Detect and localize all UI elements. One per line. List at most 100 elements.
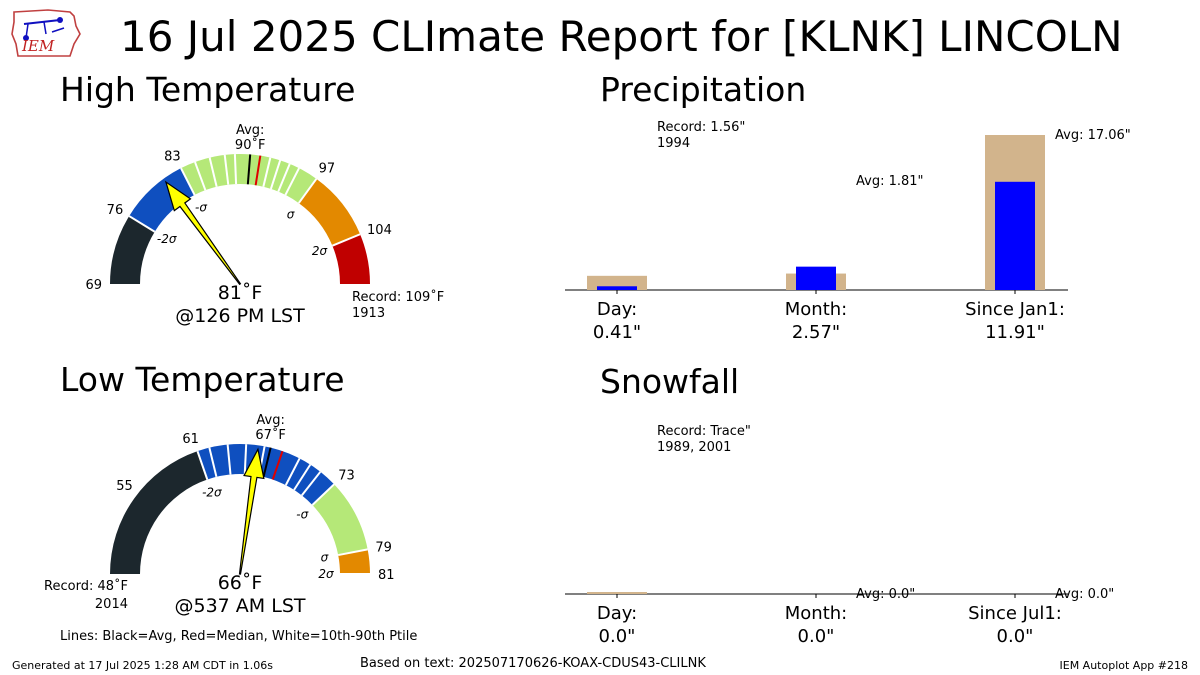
value-bar	[796, 266, 836, 290]
avg-label: Avg:	[236, 123, 264, 138]
avg-value: 90˚F	[235, 137, 266, 153]
median-line	[254, 155, 262, 186]
category-label: Month:	[785, 299, 847, 320]
page-title: 16 Jul 2025 CLImate Report for [KLNK] LI…	[120, 12, 1123, 61]
annotation-record-year: 1994	[657, 136, 690, 151]
gauge-time: @537 AM LST	[175, 595, 306, 617]
gauge-tick-label: 97	[319, 162, 336, 177]
bar-panel-title: Precipitation	[600, 70, 806, 109]
median-line	[271, 450, 284, 480]
gauge-title: High Temperature	[60, 70, 355, 109]
gauge-value: 81˚F	[218, 282, 263, 304]
percentile-line	[269, 160, 282, 190]
annotation-avg-season: Avg: 0.0"	[1055, 587, 1114, 602]
record-year: 1913	[352, 306, 385, 321]
annotation-record: Record: 1.56"	[657, 120, 745, 135]
gauge-tick-label: 73	[338, 469, 355, 484]
value-bar	[995, 181, 1035, 290]
reference-bar	[587, 592, 647, 594]
gauge-tick-label: 81	[378, 568, 395, 583]
category-value: 11.91"	[985, 322, 1045, 343]
annotation-record-year: 1989, 2001	[657, 440, 731, 455]
sigma-label: σ	[287, 207, 295, 221]
generated-note: Generated at 17 Jul 2025 1:28 AM CDT in …	[12, 659, 273, 672]
percentile-line	[208, 157, 218, 187]
category-label: Day:	[597, 603, 637, 624]
avg-line	[246, 154, 252, 185]
gauge-needle	[238, 447, 265, 575]
record-year: 2014	[95, 597, 128, 612]
category-value: 0.41"	[593, 322, 641, 343]
avg-value: 67˚F	[255, 427, 286, 443]
bar-panel-title: Snowfall	[600, 362, 739, 401]
gauge-band-4	[332, 234, 370, 284]
percentile-line	[293, 464, 312, 491]
gauge-tick-label: 76	[107, 203, 124, 218]
category-value: 0.0"	[798, 626, 835, 647]
iem-logo: IEM	[11, 9, 81, 57]
category-label: Since Jul1:	[968, 603, 1062, 624]
percentile-line	[338, 548, 368, 557]
gauge-value: 66˚F	[218, 572, 263, 594]
percentile-line	[223, 154, 230, 185]
gauge-band-1	[129, 168, 195, 232]
sigma-label: -2σ	[157, 232, 177, 246]
gauge-band-3	[338, 549, 370, 574]
percentile-line	[262, 157, 272, 187]
value-bar	[597, 286, 637, 290]
annotation-record: Record: Trace"	[657, 424, 751, 439]
gauge-band-2	[312, 484, 368, 556]
app-label: IEM Autoplot App #218	[1059, 659, 1189, 672]
annotation-avg-year: Avg: 17.06"	[1055, 128, 1131, 143]
sigma-label: -2σ	[202, 486, 222, 500]
sigma-label: 2σ	[318, 567, 334, 581]
sigma-label: -σ	[296, 508, 308, 522]
percentile-line	[233, 154, 238, 185]
percentile-line	[226, 444, 232, 475]
percentile-line	[196, 450, 209, 480]
gauge-band-0	[110, 216, 155, 284]
annotation-avg-month: Avg: 1.81"	[856, 174, 924, 189]
record-label: Record: 109˚F	[352, 289, 444, 305]
gauge-tick-label: 61	[182, 432, 199, 447]
percentile-line	[284, 457, 301, 486]
record-label: Record: 48˚F	[44, 578, 128, 594]
gauge-time: @126 PM LST	[175, 305, 305, 327]
gauge-needle	[164, 180, 242, 286]
percentile-line	[332, 233, 361, 247]
percentile-line	[180, 167, 196, 196]
category-label: Since Jan1:	[965, 299, 1065, 320]
category-label: Day:	[597, 299, 637, 320]
percentile-line	[128, 215, 156, 233]
annotation-avg-month: Avg: 0.0"	[856, 587, 915, 602]
avg-line	[262, 447, 272, 478]
category-label: Month:	[785, 603, 847, 624]
sigma-label: -σ	[195, 200, 207, 214]
lines-legend-note: Lines: Black=Avg, Red=Median, White=10th…	[60, 629, 418, 644]
percentile-line	[301, 471, 322, 497]
percentile-line	[194, 161, 207, 191]
logo-text: IEM	[21, 37, 55, 55]
percentile-line	[243, 444, 248, 475]
percentile-line	[311, 483, 335, 506]
category-value: 0.0"	[599, 626, 636, 647]
sigma-label: σ	[321, 551, 329, 565]
category-value: 2.57"	[792, 322, 840, 343]
gauge-band-0	[110, 451, 208, 574]
sigma-label: 2σ	[312, 244, 328, 258]
percentile-line	[284, 167, 300, 196]
percentile-line	[208, 447, 218, 478]
gauge-band-3	[298, 178, 361, 246]
gauge-tick-label: 83	[164, 150, 181, 165]
gauge-tick-label: 55	[116, 479, 133, 494]
category-value: 0.0"	[997, 626, 1034, 647]
based-on-note: Based on text: 202507170626-KOAX-CDUS43-…	[360, 656, 706, 671]
gauge-tick-label: 104	[367, 223, 392, 238]
gauge-tick-label: 69	[85, 278, 102, 293]
gauge-tick-label: 79	[375, 541, 392, 556]
gauge-title: Low Temperature	[60, 360, 345, 399]
percentile-line	[297, 178, 318, 204]
percentile-line	[277, 163, 291, 192]
avg-label: Avg:	[256, 413, 284, 428]
